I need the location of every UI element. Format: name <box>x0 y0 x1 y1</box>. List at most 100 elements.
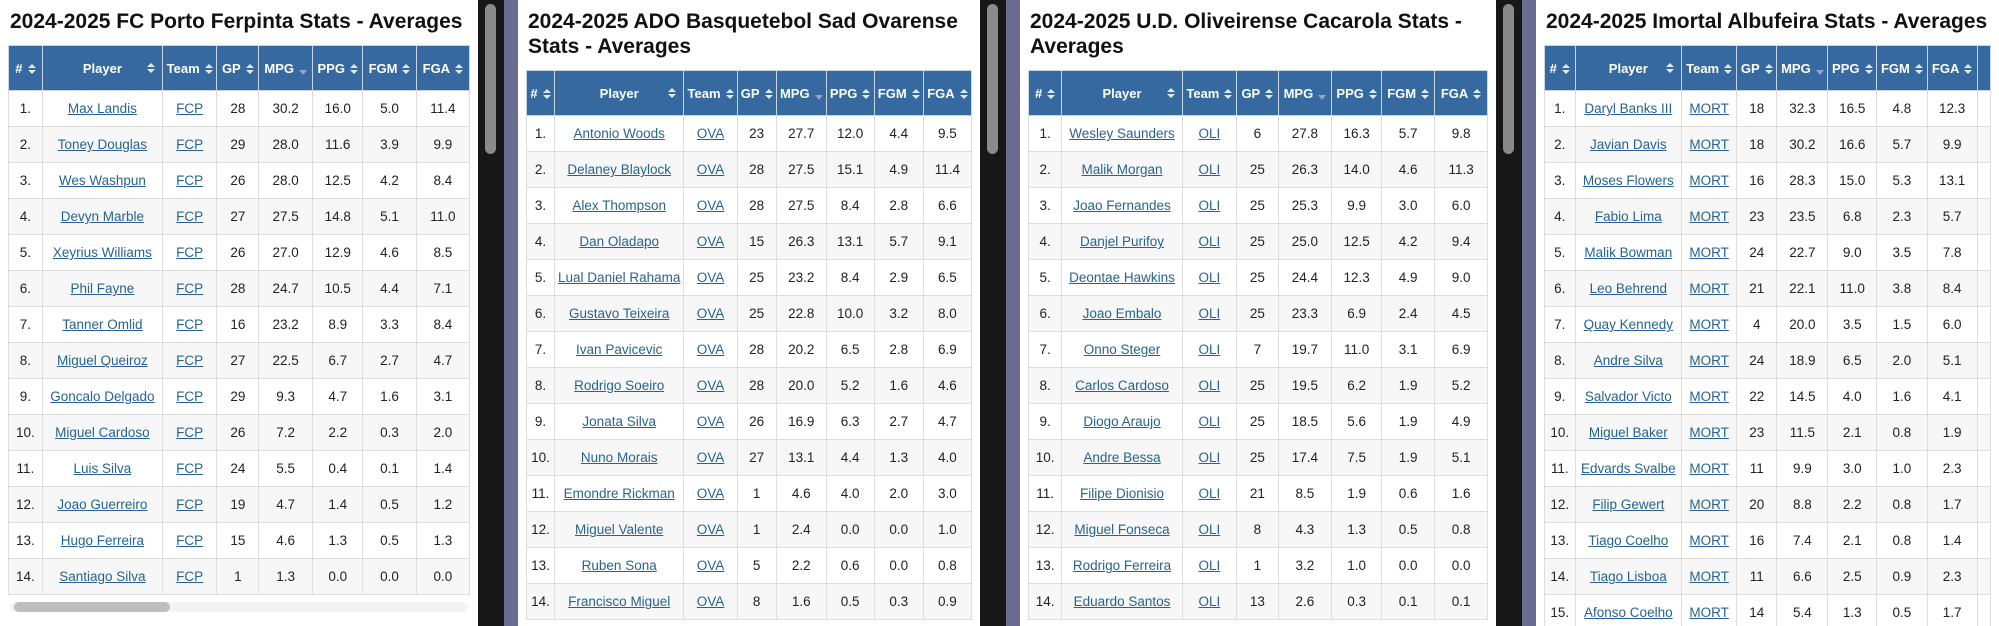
player-link[interactable]: Filipe Dionisio <box>1079 486 1165 502</box>
column-header-rank[interactable]: # <box>1027 70 1063 117</box>
team-link[interactable]: OVA <box>696 486 725 502</box>
player-link[interactable]: Antonio Woods <box>573 126 665 142</box>
player-link[interactable]: Andre Bessa <box>1083 450 1161 466</box>
player-link[interactable]: Carlos Cardoso <box>1075 378 1169 394</box>
team-link[interactable]: OVA <box>696 234 725 250</box>
team-link[interactable]: MORT <box>1689 353 1729 369</box>
column-header-fga[interactable]: FGA <box>1434 70 1488 117</box>
team-link[interactable]: OVA <box>696 306 725 322</box>
horizontal-scrollbar[interactable] <box>10 602 468 613</box>
team-link[interactable]: OVA <box>696 342 725 358</box>
team-link[interactable]: OVA <box>696 270 725 286</box>
team-link[interactable]: MORT <box>1689 209 1729 225</box>
team-link[interactable]: OLI <box>1198 414 1221 430</box>
player-link[interactable]: Moses Flowers <box>1582 173 1674 189</box>
player-link[interactable]: Delaney Blaylock <box>567 162 671 178</box>
player-link[interactable]: Rodrigo Soeiro <box>574 378 665 394</box>
column-header-fgm[interactable]: FGM <box>1876 45 1928 92</box>
team-link[interactable]: FCP <box>176 461 204 477</box>
team-link[interactable]: OVA <box>696 522 725 538</box>
player-link[interactable]: Edvards Svalbe <box>1581 461 1676 477</box>
column-header-fga[interactable]: FGA <box>1926 45 1978 92</box>
team-link[interactable]: OLI <box>1198 558 1221 574</box>
column-header-mpg[interactable]: MPG <box>775 70 827 117</box>
team-link[interactable]: MORT <box>1689 173 1729 189</box>
team-link[interactable]: MORT <box>1689 461 1729 477</box>
player-link[interactable]: Lual Daniel Rahama <box>558 270 681 286</box>
player-link[interactable]: Diogo Araujo <box>1083 414 1161 430</box>
team-link[interactable]: MORT <box>1689 497 1729 513</box>
team-link[interactable]: MORT <box>1689 569 1729 585</box>
player-link[interactable]: Deontae Hawkins <box>1069 270 1175 286</box>
column-header-fgm[interactable]: FGM <box>873 70 924 117</box>
team-link[interactable]: OVA <box>696 198 725 214</box>
column-header-rank[interactable]: # <box>1544 45 1576 92</box>
player-link[interactable]: Fabio Lima <box>1594 209 1662 225</box>
column-header-ppg[interactable]: PPG <box>1827 45 1878 92</box>
column-header-mpg[interactable]: MPG <box>1277 70 1333 117</box>
vertical-scrollbar[interactable] <box>478 0 504 626</box>
team-link[interactable]: OVA <box>696 450 725 466</box>
player-link[interactable]: Danjel Purifoy <box>1079 234 1165 250</box>
player-link[interactable]: Wesley Saunders <box>1069 126 1175 142</box>
column-header-ppg[interactable]: PPG <box>825 70 875 117</box>
team-link[interactable]: MORT <box>1689 605 1729 621</box>
column-header-ppg[interactable]: PPG <box>312 45 364 92</box>
team-link[interactable]: MORT <box>1689 101 1729 117</box>
team-link[interactable]: FCP <box>176 569 204 585</box>
team-link[interactable]: FCP <box>176 533 204 549</box>
player-link[interactable]: Max Landis <box>67 101 137 117</box>
player-link[interactable]: Devyn Marble <box>60 209 145 225</box>
player-link[interactable]: Miguel Valente <box>575 522 664 538</box>
player-link[interactable]: Luis Silva <box>73 461 132 477</box>
horizontal-scrollbar-thumb[interactable] <box>14 602 170 613</box>
team-link[interactable]: OLI <box>1198 486 1221 502</box>
player-link[interactable]: Alex Thompson <box>572 198 666 214</box>
team-link[interactable]: MORT <box>1689 317 1729 333</box>
player-link[interactable]: Malik Morgan <box>1081 162 1163 178</box>
team-link[interactable]: OLI <box>1198 342 1221 358</box>
team-link[interactable]: OVA <box>696 558 725 574</box>
player-link[interactable]: Ruben Sona <box>581 558 657 574</box>
player-link[interactable]: Ivan Pavicevic <box>576 342 663 358</box>
team-link[interactable]: MORT <box>1689 281 1729 297</box>
team-link[interactable]: OLI <box>1198 306 1221 322</box>
player-link[interactable]: Quay Kennedy <box>1583 317 1673 333</box>
column-header-fgm[interactable]: FGM <box>1381 70 1436 117</box>
player-link[interactable]: Hugo Ferreira <box>60 533 145 549</box>
player-link[interactable]: Javian Davis <box>1590 137 1667 153</box>
column-header-fga[interactable]: FGA <box>922 70 973 117</box>
team-link[interactable]: FCP <box>176 425 204 441</box>
team-link[interactable]: FCP <box>176 281 204 297</box>
column-header-team[interactable]: Team <box>161 45 218 92</box>
player-link[interactable]: Nuno Morais <box>580 450 658 466</box>
column-header-player[interactable]: Player <box>553 70 685 117</box>
column-header-team[interactable]: Team <box>1681 45 1738 92</box>
team-link[interactable]: OLI <box>1198 126 1221 142</box>
column-header-gp[interactable]: GP <box>736 70 777 117</box>
team-link[interactable]: MORT <box>1689 425 1729 441</box>
vertical-scrollbar[interactable] <box>1496 0 1522 626</box>
player-link[interactable]: Miguel Cardoso <box>55 425 150 441</box>
column-header-gp[interactable]: GP <box>1736 45 1778 92</box>
player-link[interactable]: Miguel Baker <box>1588 425 1668 441</box>
player-link[interactable]: Leo Behrend <box>1589 281 1667 297</box>
player-link[interactable]: Emondre Rickman <box>563 486 675 502</box>
player-link[interactable]: Phil Fayne <box>70 281 135 297</box>
column-header-fga[interactable]: FGA <box>415 45 471 92</box>
team-link[interactable]: OLI <box>1198 162 1221 178</box>
column-header-gp[interactable]: GP <box>216 45 260 92</box>
team-link[interactable]: FCP <box>176 317 204 333</box>
player-link[interactable]: Tiago Lisboa <box>1589 569 1667 585</box>
team-link[interactable]: FCP <box>176 101 204 117</box>
player-link[interactable]: Jonata Silva <box>582 414 656 430</box>
team-link[interactable]: OLI <box>1198 594 1221 610</box>
player-link[interactable]: Daryl Banks III <box>1584 101 1673 117</box>
player-link[interactable]: Xeyrius Williams <box>52 245 152 261</box>
team-link[interactable]: OLI <box>1198 378 1221 394</box>
player-link[interactable]: Dan Oladapo <box>579 234 659 250</box>
player-link[interactable]: Salvador Victo <box>1584 389 1672 405</box>
team-link[interactable]: OVA <box>696 594 725 610</box>
column-header-fgm[interactable]: FGM <box>362 45 417 92</box>
player-link[interactable]: Gustavo Teixeira <box>569 306 670 322</box>
